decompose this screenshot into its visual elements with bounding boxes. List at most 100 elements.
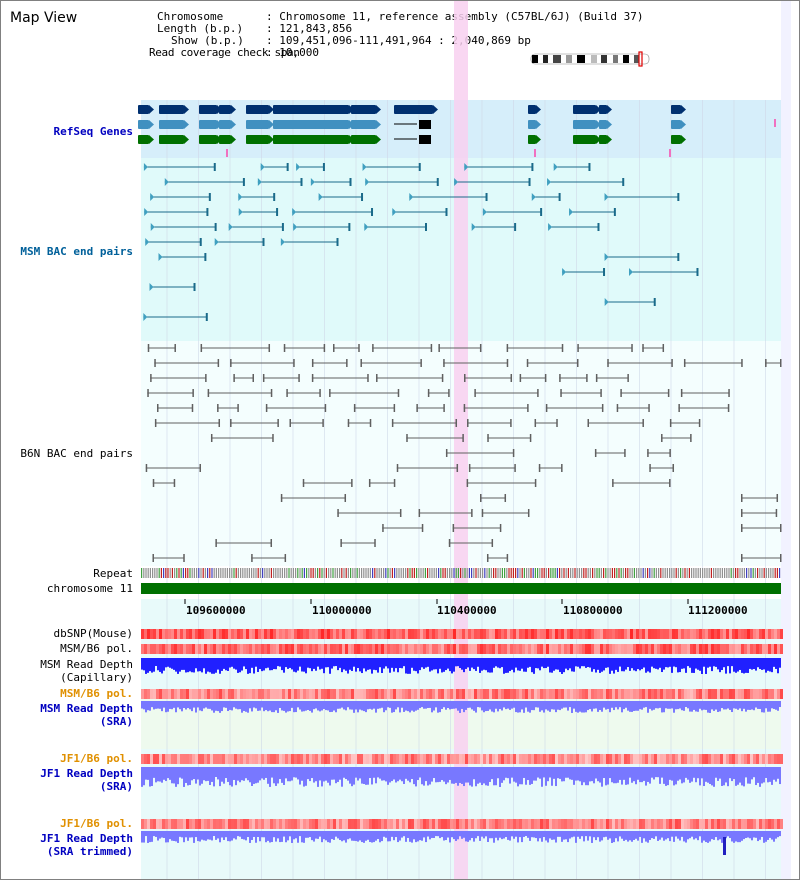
jf1-depth-trim-label[interactable]: JF1 Read Depth [40, 832, 133, 845]
gene-block [273, 120, 349, 129]
depth-bar [283, 767, 285, 785]
depth-bar [243, 767, 245, 781]
b6n-bac-label[interactable]: B6N BAC end pairs [20, 447, 133, 460]
repeat-mark [319, 568, 321, 578]
repeat-mark [449, 568, 451, 578]
jf1-depth-sra-sub-label[interactable]: (SRA) [99, 780, 133, 793]
depth-bar [401, 701, 403, 708]
heat-cell [645, 819, 648, 829]
msm-bac-label[interactable]: MSM BAC end pairs [20, 245, 133, 258]
jf1-depth-sra-label[interactable]: JF1 Read Depth [40, 767, 133, 780]
heat-cell [387, 689, 390, 699]
depth-bar [151, 831, 153, 842]
depth-bar [233, 767, 235, 780]
depth-bar [181, 701, 183, 712]
repeat-mark [523, 568, 525, 578]
heat-cell [561, 754, 564, 764]
heat-cell [741, 629, 744, 639]
depth-bar [287, 658, 289, 669]
repeat-mark [387, 568, 389, 578]
repeat-mark [279, 568, 281, 578]
heat-cell [276, 754, 279, 764]
heat-cell [543, 689, 546, 699]
bac-end [272, 434, 274, 442]
depth-bar [535, 658, 537, 669]
jf1-b6-pol-2-label[interactable]: JF1/B6 pol. [60, 817, 133, 830]
heat-cell [531, 689, 534, 699]
depth-bar [305, 767, 307, 786]
heat-cell [453, 629, 456, 639]
depth-bar [519, 701, 521, 713]
repeat-label[interactable]: Repeat [93, 567, 133, 580]
depth-bar [671, 701, 673, 709]
heat-cell [318, 754, 321, 764]
heat-cell [291, 819, 294, 829]
depth-bar [409, 831, 411, 842]
depth-bar [621, 767, 623, 785]
gene-block [219, 120, 231, 129]
heat-cell [150, 754, 153, 764]
msm-depth-cap-label[interactable]: MSM Read Depth [40, 658, 133, 671]
depth-bar [547, 658, 549, 667]
depth-bar [283, 701, 285, 711]
msm-depth-sra-label[interactable]: MSM Read Depth [40, 702, 133, 715]
depth-bar [625, 767, 627, 785]
repeat-mark [171, 568, 173, 578]
depth-bar [317, 767, 319, 787]
heat-cell [708, 689, 711, 699]
heat-cell [603, 819, 606, 829]
depth-bar [169, 831, 171, 840]
depth-bar [323, 767, 325, 782]
heat-cell [615, 754, 618, 764]
msm-depth-sra-sub-label[interactable]: (SRA) [99, 715, 133, 728]
heat-cell [777, 819, 780, 829]
depth-bar [587, 767, 589, 786]
msm-b6-pol-2-label[interactable]: MSM/B6 pol. [60, 687, 133, 700]
bac-end [143, 313, 148, 321]
depth-bar [239, 701, 241, 710]
depth-bar [145, 767, 147, 780]
depth-bar [305, 658, 307, 674]
repeat-mark [651, 568, 653, 578]
dbsnp-label[interactable]: dbSNP(Mouse) [53, 627, 133, 640]
repeat-mark [178, 568, 180, 578]
depth-bar [335, 767, 337, 784]
heat-cell [771, 754, 774, 764]
jf1-b6-pol-label[interactable]: JF1/B6 pol. [60, 752, 133, 765]
repeat-mark [446, 568, 448, 578]
depth-bar [609, 831, 611, 839]
jf1-depth-trim-sub-label[interactable]: (SRA trimmed) [46, 845, 133, 858]
depth-bar [351, 767, 353, 787]
heat-cell [561, 819, 564, 829]
heat-cell [624, 754, 627, 764]
heat-cell [486, 644, 489, 654]
heat-cell [327, 754, 330, 764]
heat-cell [489, 644, 492, 654]
depth-bar [707, 658, 709, 668]
heat-cell [726, 689, 729, 699]
depth-bar [437, 658, 439, 674]
heat-cell [603, 689, 606, 699]
heat-cell [399, 644, 402, 654]
depth-bar [287, 767, 289, 782]
chromosome-ideogram[interactable] [530, 51, 650, 67]
repeat-mark [365, 568, 367, 578]
refseq-genes-label[interactable]: RefSeq Genes [53, 125, 133, 138]
depth-bar [747, 767, 749, 784]
depth-bar [433, 831, 435, 838]
depth-bar [453, 701, 455, 709]
depth-bar [387, 701, 389, 708]
depth-bar [673, 831, 675, 842]
msm-depth-cap-sub-label[interactable]: (Capillary) [60, 671, 133, 684]
depth-bar [217, 658, 219, 670]
chromosome-label[interactable]: chromosome 11 [46, 582, 133, 595]
heat-cell [714, 689, 717, 699]
msm-b6-pol-label[interactable]: MSM/B6 pol. [60, 642, 133, 655]
heat-cell [756, 819, 759, 829]
depth-bar [203, 767, 205, 781]
gene-block [138, 135, 149, 144]
repeat-mark [220, 568, 222, 578]
repeat-mark [658, 568, 660, 578]
